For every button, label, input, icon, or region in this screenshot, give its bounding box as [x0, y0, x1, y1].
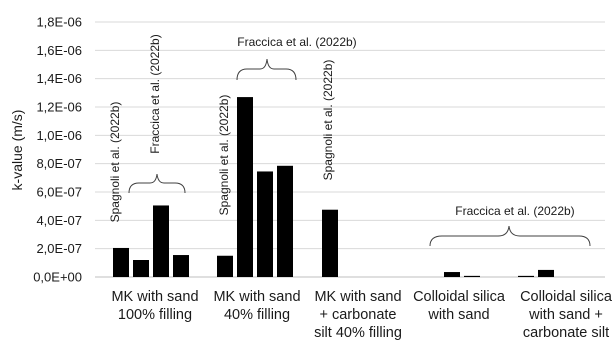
bar: [113, 247, 129, 277]
y-tick-label: 1,4E-06: [36, 71, 82, 86]
category-label-line: carbonate silt: [523, 325, 609, 340]
y-axis-label: k-value (m/s): [9, 110, 25, 191]
category-label-line: 100% filling: [118, 307, 192, 323]
y-tick-label: 1,6E-06: [36, 43, 82, 58]
bar: [518, 275, 534, 277]
bar: [538, 269, 554, 277]
category-label-line: + carbonate: [320, 307, 397, 323]
y-tick-label: 1,2E-06: [36, 100, 82, 115]
bar: [444, 272, 460, 277]
annotation-spagnoli-carbonate: Spagnoli et al. (2022b): [321, 60, 335, 181]
bar: [257, 171, 273, 277]
category-labels: MK with sand 100% filling MK with sand 40% …: [111, 289, 612, 340]
y-tick-label: 8,0E-07: [36, 156, 82, 171]
category-label: MK with sand 100% filling: [111, 289, 198, 323]
category-label-line: Colloidal silica: [520, 289, 613, 305]
category-label: Colloidal silica with sand + carbonate sil…: [520, 289, 613, 340]
category-label-line: MK with sand: [111, 289, 198, 305]
y-axis-tick-labels: 0,0E+00 2,0E-07 4,0E-07 6,0E-07 8,0E-07 1,0E-…: [33, 15, 82, 285]
bar: [217, 255, 233, 277]
y-tick-label: 1,8E-06: [36, 15, 82, 30]
y-tick-label: 0,0E+00: [33, 270, 82, 285]
bar: [237, 97, 253, 277]
bar: [133, 260, 149, 277]
bar: [153, 205, 169, 277]
annotation-spagnoli-100: Spagnoli et al. (2022b): [108, 102, 122, 223]
y-tick-label: 1,0E-06: [36, 128, 82, 143]
category-label-line: silt 40% filling: [314, 325, 402, 340]
category-label: MK with sand 40% filling: [213, 289, 300, 323]
category-label: Colloidal silica with sand: [413, 289, 506, 323]
category-label-line: 40% filling: [224, 307, 290, 323]
category-label: MK with sand + carbonate silt 40% filling: [314, 289, 402, 340]
category-label-line: with sand: [427, 307, 489, 323]
category-label-line: with sand +: [528, 307, 603, 323]
bar: [277, 165, 293, 277]
annotation-spagnoli-40: Spagnoli et al. (2022b): [217, 95, 231, 216]
y-tick-label: 6,0E-07: [36, 185, 82, 200]
bar: [322, 209, 338, 277]
bar: [173, 255, 189, 277]
category-label-line: MK with sand: [213, 289, 300, 305]
annotation-fraccica-100: Fraccica et al. (2022b): [148, 34, 162, 153]
gridlines: [95, 21, 605, 250]
brace-fraccica-colloidal: [429, 225, 591, 247]
bars: [113, 97, 554, 277]
annotations: Spagnoli et al. (2022b) Fraccica et al. …: [108, 34, 591, 247]
category-label-line: MK with sand: [314, 289, 401, 305]
category-label-line: Colloidal silica: [413, 289, 506, 305]
annotation-fraccica-40: Fraccica et al. (2022b): [237, 35, 356, 49]
y-tick-label: 4,0E-07: [36, 213, 82, 228]
brace-fraccica-40: [236, 58, 297, 81]
bar: [464, 275, 480, 277]
y-tick-label: 2,0E-07: [36, 241, 82, 256]
annotation-fraccica-colloidal: Fraccica et al. (2022b): [455, 204, 574, 218]
brace-fraccica-100: [128, 173, 186, 194]
